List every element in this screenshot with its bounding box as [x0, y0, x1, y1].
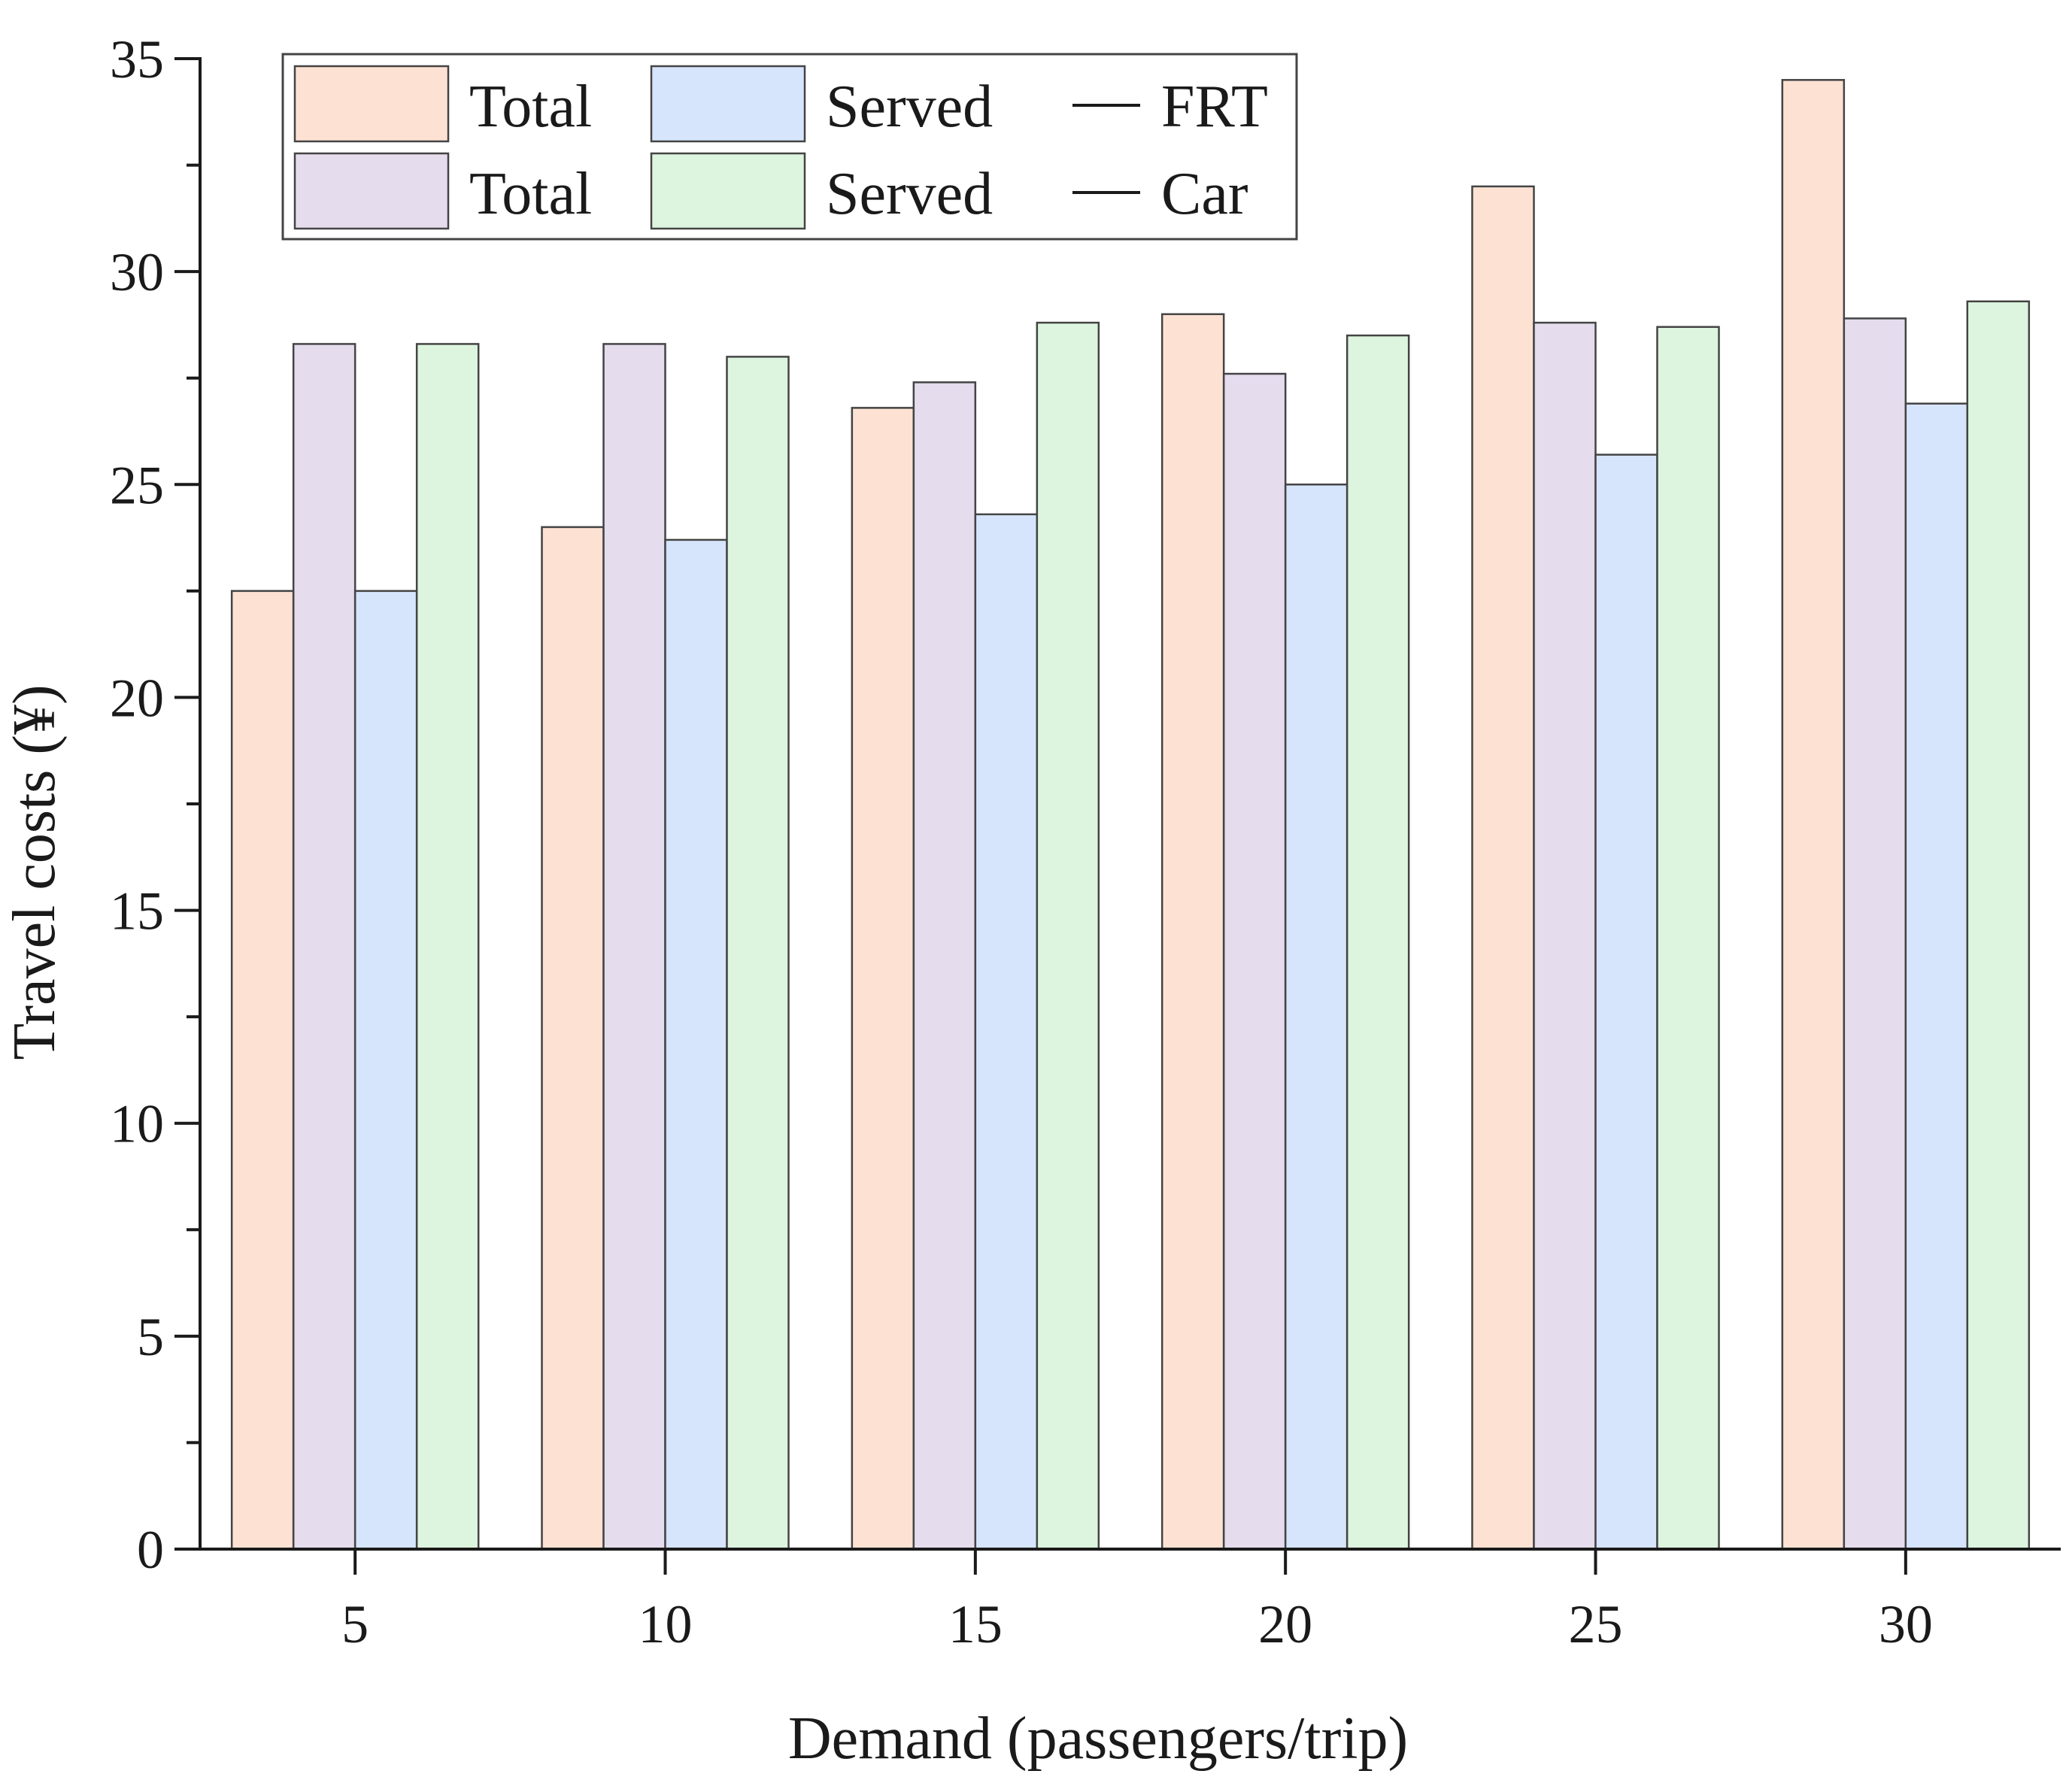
legend-swatch	[293, 65, 450, 143]
axes-group: 0 5 10 15 20 25 30 35 5 10 15 20 25 30	[110, 29, 2061, 1654]
bar-frt-served-5	[353, 590, 418, 1551]
bar-car-total-20	[1222, 372, 1287, 1551]
y-tick-label: 25	[110, 455, 164, 515]
y-tick-label: 30	[110, 242, 164, 302]
x-axis-label: Demand (passengers/trip)	[788, 1706, 1408, 1772]
bar-car-served-15	[1036, 321, 1100, 1551]
x-tick-label: 20	[1258, 1594, 1312, 1654]
bar-frt-served-30	[1904, 402, 1969, 1551]
legend-swatch	[293, 152, 450, 230]
bar-car-served-20	[1345, 334, 1410, 1551]
bar-frt-total-10	[541, 526, 605, 1551]
y-tick-label: 5	[137, 1307, 164, 1367]
bar-car-total-5	[292, 343, 356, 1551]
x-tick-label: 30	[1879, 1594, 1933, 1654]
bar-frt-served-25	[1594, 453, 1658, 1551]
x-tick-label: 10	[639, 1594, 693, 1654]
x-tick-label: 25	[1569, 1594, 1623, 1654]
bar-frt-served-20	[1284, 484, 1348, 1551]
legend-label: Served	[826, 74, 993, 140]
bar-car-served-5	[415, 343, 480, 1551]
bar-car-total-15	[912, 381, 977, 1551]
y-tick-label: 10	[110, 1094, 164, 1154]
legend-swatch	[650, 152, 806, 230]
y-tick-label: 15	[110, 881, 164, 941]
bar-frt-total-15	[851, 407, 915, 1551]
bars-group	[230, 79, 2031, 1551]
bar-car-total-10	[602, 343, 666, 1551]
y-tick-label: 35	[110, 29, 164, 89]
legend-swatch	[650, 65, 806, 143]
bar-car-total-30	[1843, 317, 1907, 1551]
y-tick-label: 20	[110, 668, 164, 728]
legend-label: Total	[469, 74, 592, 140]
x-tick-label: 5	[341, 1594, 369, 1654]
y-tick-label: 0	[137, 1520, 164, 1580]
legend-label: FRT	[1161, 74, 1268, 140]
legend-label: Total	[469, 161, 592, 227]
legend: Total Served FRT Total Served Car	[281, 53, 1298, 241]
bar-frt-served-10	[664, 538, 728, 1551]
bar-frt-total-25	[1471, 185, 1535, 1551]
bar-frt-served-15	[974, 513, 1039, 1551]
bar-car-served-25	[1656, 326, 1720, 1551]
y-axis-label: Travel costs (¥)	[2, 684, 68, 1060]
bar-car-served-10	[726, 356, 790, 1551]
bar-car-served-30	[1966, 300, 2031, 1551]
bar-frt-total-20	[1160, 313, 1225, 1551]
legend-label: Served	[826, 161, 993, 227]
bar-frt-total-5	[230, 590, 295, 1551]
bar-frt-total-30	[1781, 79, 1846, 1551]
x-tick-label: 15	[948, 1594, 1003, 1654]
bar-car-total-25	[1533, 321, 1597, 1551]
legend-label: Car	[1161, 161, 1248, 227]
